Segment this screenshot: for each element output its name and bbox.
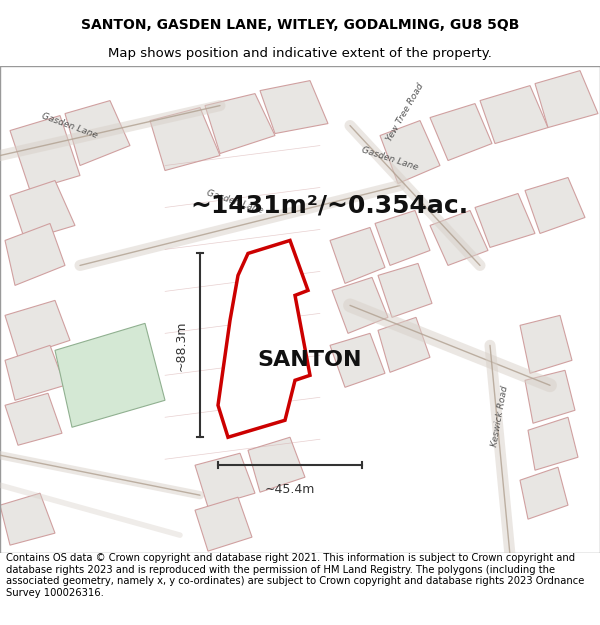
Text: Yew Tree Road: Yew Tree Road — [385, 81, 425, 142]
Polygon shape — [55, 323, 165, 428]
Polygon shape — [5, 393, 62, 445]
Polygon shape — [480, 86, 548, 144]
Polygon shape — [330, 228, 385, 283]
Polygon shape — [65, 101, 130, 166]
Polygon shape — [520, 468, 568, 519]
Text: Gasden Lane: Gasden Lane — [206, 189, 265, 216]
Text: Contains OS data © Crown copyright and database right 2021. This information is : Contains OS data © Crown copyright and d… — [6, 553, 584, 598]
Text: Keswick Road: Keswick Road — [490, 385, 510, 448]
Polygon shape — [375, 211, 430, 266]
Text: ~45.4m: ~45.4m — [265, 483, 315, 496]
Text: Gasden Lane: Gasden Lane — [41, 111, 99, 139]
Polygon shape — [195, 497, 252, 551]
Text: Gasden Lane: Gasden Lane — [361, 146, 419, 172]
Polygon shape — [260, 81, 328, 134]
Text: ~1431m²/~0.354ac.: ~1431m²/~0.354ac. — [190, 194, 468, 218]
Polygon shape — [525, 177, 585, 234]
Text: ~88.3m: ~88.3m — [175, 320, 188, 371]
Polygon shape — [5, 224, 65, 286]
Polygon shape — [430, 211, 488, 266]
Polygon shape — [380, 121, 440, 184]
Polygon shape — [205, 94, 275, 154]
Polygon shape — [535, 71, 598, 128]
Polygon shape — [330, 333, 385, 388]
Polygon shape — [520, 316, 572, 373]
Polygon shape — [430, 104, 492, 161]
Polygon shape — [10, 181, 75, 241]
Polygon shape — [5, 301, 70, 358]
Polygon shape — [218, 241, 310, 438]
Polygon shape — [150, 107, 220, 171]
Polygon shape — [525, 370, 575, 423]
Text: SANTON, GASDEN LANE, WITLEY, GODALMING, GU8 5QB: SANTON, GASDEN LANE, WITLEY, GODALMING, … — [81, 18, 519, 32]
Polygon shape — [0, 493, 55, 545]
Polygon shape — [195, 453, 255, 507]
Polygon shape — [378, 263, 432, 318]
Polygon shape — [475, 194, 535, 248]
Polygon shape — [528, 418, 578, 470]
Text: Map shows position and indicative extent of the property.: Map shows position and indicative extent… — [108, 48, 492, 60]
Polygon shape — [248, 438, 305, 493]
Polygon shape — [332, 278, 388, 333]
Polygon shape — [10, 116, 80, 191]
Polygon shape — [378, 318, 430, 372]
Polygon shape — [5, 346, 65, 400]
Text: SANTON: SANTON — [258, 351, 362, 371]
